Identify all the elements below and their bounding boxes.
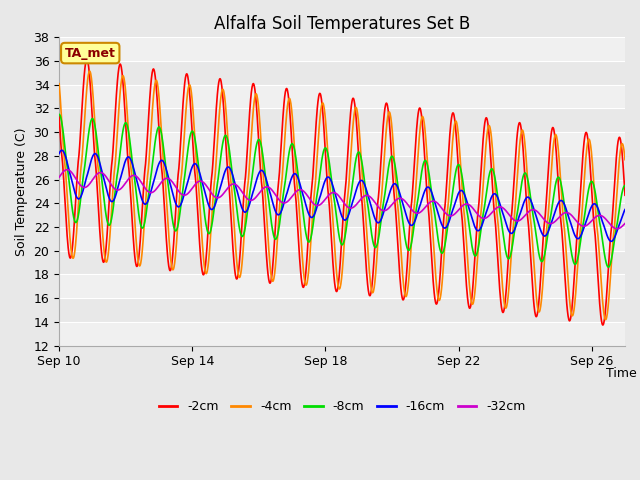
Bar <box>59 108 625 132</box>
Bar <box>59 37 625 61</box>
Bar <box>59 322 625 346</box>
Bar <box>59 85 625 108</box>
Bar <box>59 298 625 322</box>
Bar <box>59 204 625 227</box>
Title: Alfalfa Soil Temperatures Set B: Alfalfa Soil Temperatures Set B <box>214 15 470 33</box>
Bar <box>59 227 625 251</box>
Bar <box>59 180 625 204</box>
X-axis label: Time: Time <box>605 367 636 380</box>
Y-axis label: Soil Temperature (C): Soil Temperature (C) <box>15 127 28 256</box>
Bar <box>59 156 625 180</box>
Bar <box>59 251 625 275</box>
Legend: -2cm, -4cm, -8cm, -16cm, -32cm: -2cm, -4cm, -8cm, -16cm, -32cm <box>154 395 531 418</box>
Bar <box>59 61 625 85</box>
Text: TA_met: TA_met <box>65 47 116 60</box>
Bar <box>59 132 625 156</box>
Bar <box>59 275 625 298</box>
